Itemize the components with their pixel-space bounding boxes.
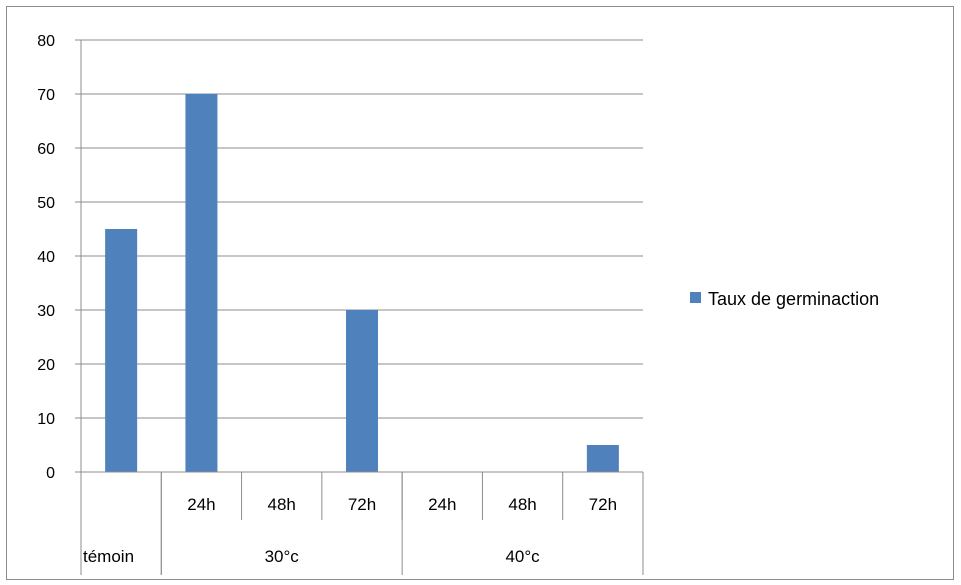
- y-tick-label: 50: [37, 195, 55, 212]
- x-tick-label: 72h: [348, 495, 376, 514]
- bars: [105, 94, 619, 472]
- chart-area: [6, 6, 954, 580]
- y-tick-label: 20: [37, 357, 55, 374]
- axis-labels: 0 10 20 30 40 50 60 70 80 24h 48h 72h 24h 48h 72h témoi…: [37, 33, 617, 566]
- y-tick-label: 0: [46, 465, 55, 482]
- group-label: 40°c: [505, 547, 540, 566]
- y-tick-label: 80: [37, 33, 55, 50]
- y-tick-label: 40: [37, 249, 55, 266]
- x-tick-label: 48h: [268, 495, 296, 514]
- axes: [75, 39, 644, 575]
- gridlines: [81, 39, 643, 419]
- y-tick-label: 30: [37, 303, 55, 320]
- y-tick-label: 60: [37, 141, 55, 158]
- bar: [346, 310, 378, 472]
- x-tick-label: 24h: [428, 495, 456, 514]
- y-tick-label: 70: [37, 87, 55, 104]
- group-label: 30°c: [265, 547, 300, 566]
- x-tick-label: 24h: [187, 495, 215, 514]
- legend-swatch: [690, 292, 701, 303]
- group-label: témoin: [83, 547, 134, 566]
- bar: [586, 445, 619, 472]
- legend-label: Taux de germinaction: [708, 289, 879, 309]
- y-tick-label: 10: [37, 411, 55, 428]
- bar: [105, 229, 138, 472]
- x-tick-label: 48h: [508, 495, 536, 514]
- legend: Taux de germinaction: [690, 289, 879, 309]
- bar: [185, 94, 218, 472]
- x-tick-label: 72h: [589, 495, 617, 514]
